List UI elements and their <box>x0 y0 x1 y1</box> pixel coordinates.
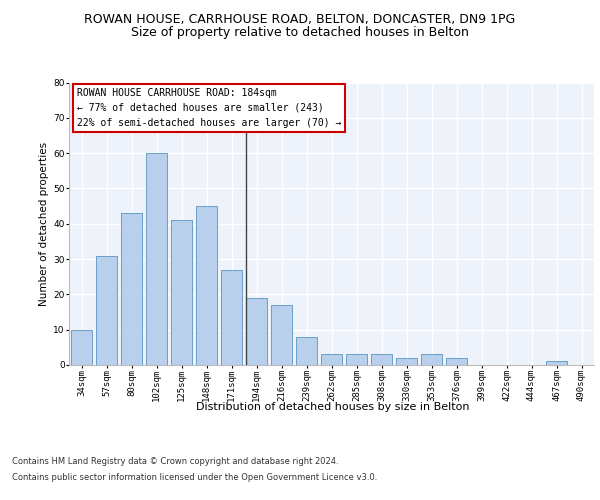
Bar <box>171 220 192 365</box>
Bar <box>371 354 392 365</box>
Bar <box>196 206 217 365</box>
Text: Distribution of detached houses by size in Belton: Distribution of detached houses by size … <box>196 402 470 412</box>
Bar <box>146 153 167 365</box>
Y-axis label: Number of detached properties: Number of detached properties <box>39 142 49 306</box>
Bar <box>271 305 292 365</box>
Bar <box>346 354 367 365</box>
Text: Contains HM Land Registry data © Crown copyright and database right 2024.: Contains HM Land Registry data © Crown c… <box>12 458 338 466</box>
Text: ROWAN HOUSE, CARRHOUSE ROAD, BELTON, DONCASTER, DN9 1PG: ROWAN HOUSE, CARRHOUSE ROAD, BELTON, DON… <box>85 12 515 26</box>
Text: ROWAN HOUSE CARRHOUSE ROAD: 184sqm
← 77% of detached houses are smaller (243)
22: ROWAN HOUSE CARRHOUSE ROAD: 184sqm ← 77%… <box>77 88 341 128</box>
Bar <box>121 213 142 365</box>
Bar <box>546 362 567 365</box>
Bar <box>96 256 117 365</box>
Bar <box>221 270 242 365</box>
Bar <box>246 298 267 365</box>
Bar <box>296 337 317 365</box>
Bar <box>446 358 467 365</box>
Bar <box>71 330 92 365</box>
Bar <box>421 354 442 365</box>
Text: Size of property relative to detached houses in Belton: Size of property relative to detached ho… <box>131 26 469 39</box>
Text: Contains public sector information licensed under the Open Government Licence v3: Contains public sector information licen… <box>12 472 377 482</box>
Bar <box>396 358 417 365</box>
Bar <box>321 354 342 365</box>
